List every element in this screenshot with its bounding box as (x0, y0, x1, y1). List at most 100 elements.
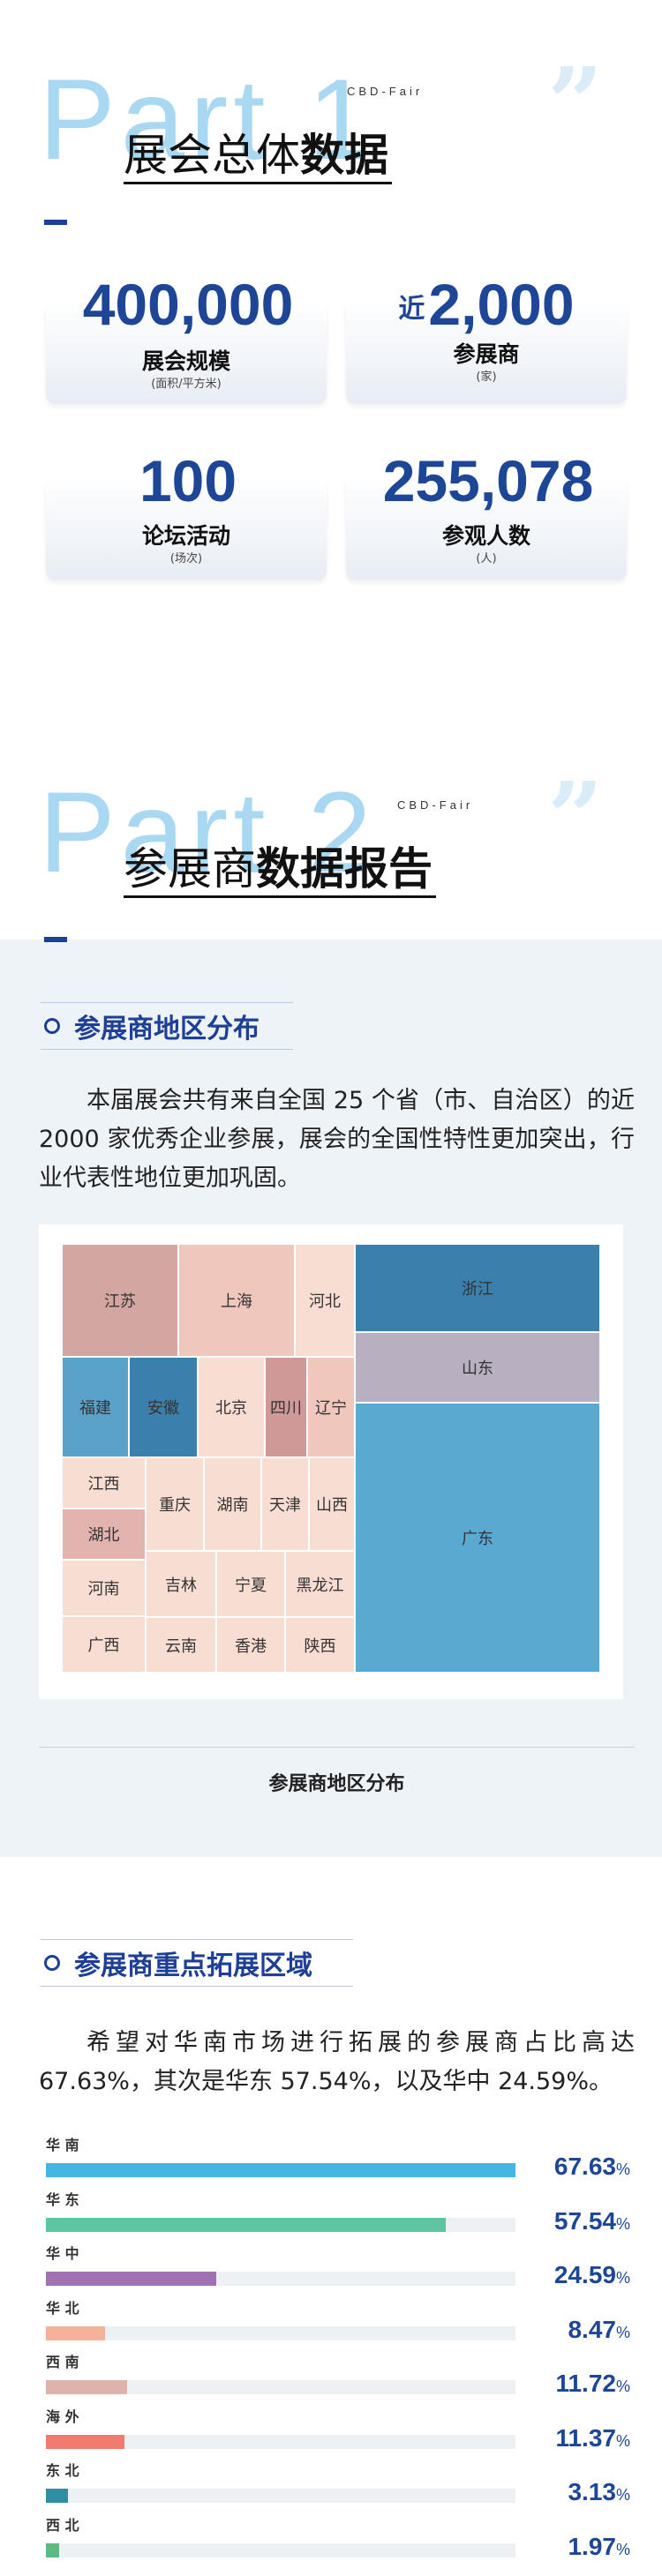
treemap-cell-17: 天津 (261, 1457, 309, 1551)
bar-label: 西 北 (46, 2516, 79, 2534)
bar-fill (46, 2163, 515, 2177)
stat-unit: (人) (476, 552, 497, 565)
stat-label: 展会规模 (141, 348, 230, 374)
treemap-cell-5: 福建 (62, 1357, 129, 1457)
circle-bullet-icon (44, 1955, 60, 1971)
part-2-watermark: Part 2 (39, 768, 377, 896)
bar-fill (46, 2272, 217, 2286)
stat-number: 400,000 (82, 272, 294, 337)
bar-value: 1.97% (568, 2532, 630, 2560)
section-title: 参展商地区分布 (74, 1014, 260, 1045)
stat-unit: (场次) (169, 552, 203, 565)
treemap-cell-4: 山东 (355, 1332, 600, 1403)
bar-row-2: 华 中 24.59% (44, 2242, 636, 2295)
treemap-cell-23: 香港 (216, 1617, 285, 1673)
part-1-title: 展会总体数据 (124, 130, 392, 184)
treemap-cell-10: 广东 (355, 1403, 600, 1673)
bar-row-0: 华 南 67.63% (44, 2133, 636, 2186)
treemap-cell-0: 江苏 (62, 1244, 178, 1357)
treemap-cell-12: 湖北 (62, 1509, 146, 1560)
stat-unit: (面积/平方米) (151, 378, 222, 391)
bar-track (46, 2380, 515, 2394)
bar-track (46, 2217, 515, 2232)
stat-card-forums: 100 论坛活动 (场次) (46, 452, 327, 580)
bar-row-6: 东 北 3.13% (44, 2459, 636, 2512)
bar-row-5: 海 外 11.37% (44, 2405, 636, 2458)
bar-track (46, 2434, 515, 2449)
stat-number: 255,078 (382, 448, 594, 513)
treemap-cell-15: 重庆 (146, 1457, 204, 1551)
bar-value: 11.37% (555, 2423, 630, 2452)
circle-bullet-icon (44, 1018, 60, 1034)
treemap-cell-14: 广西 (62, 1616, 146, 1673)
stat-label: 论坛活动 (141, 523, 230, 549)
bar-row-4: 西 南 11.72% (44, 2350, 636, 2403)
region-treemap: 江苏 上海 河北 浙江 山东 福建 安徽 北京 四川 辽宁 广东 江西 湖北 河南 广西 重庆 湖南 天津 山西 吉林… (39, 1224, 623, 1699)
divider (39, 1747, 635, 1748)
treemap-cell-2: 河北 (295, 1244, 355, 1357)
treemap-cell-8: 四川 (265, 1357, 307, 1457)
section-title: 参展商重点拓展区域 (74, 1951, 312, 1981)
bar-value: 8.47% (568, 2315, 630, 2343)
bar-value: 3.13% (568, 2478, 630, 2505)
bar-row-1: 华 东 57.54% (44, 2188, 636, 2241)
part-1-watermark: Part 1 (39, 55, 377, 183)
bar-label: 西 南 (46, 2354, 79, 2370)
bar-value: 57.54% (553, 2206, 630, 2235)
bar-fill (46, 2217, 446, 2232)
stat-label: 参展商 (453, 341, 520, 367)
cbd-fair-tag: CBD-Fair (397, 798, 474, 812)
treemap-cell-3: 浙江 (355, 1244, 600, 1332)
bar-label: 华 东 (46, 2190, 79, 2208)
bar-label: 海 外 (46, 2408, 79, 2425)
bar-track (46, 2542, 515, 2557)
treemap-cell-16: 湖南 (204, 1457, 261, 1551)
region-paragraph: 本届展会共有来自全国 25 个省（市、自治区）的近 2000 家优秀企业参展，展… (39, 1087, 635, 1192)
accent-dash (44, 937, 67, 942)
expansion-section-header: 参展商重点拓展区域 (41, 1939, 353, 1987)
bar-value: 11.72% (555, 2370, 630, 2397)
stat-number: 近2,000 (398, 272, 575, 337)
treemap-cell-21: 黑龙江 (285, 1551, 355, 1617)
treemap-cell-24: 陕西 (285, 1617, 355, 1673)
treemap-cell-11: 江西 (62, 1457, 146, 1509)
accent-dash (44, 220, 67, 225)
bar-track (46, 2489, 515, 2503)
stat-card-scale: 400,000 展会规模 (面积/平方米) (46, 275, 327, 404)
bar-label: 华 北 (46, 2299, 79, 2317)
bar-fill (46, 2434, 125, 2449)
treemap-cell-19: 吉林 (146, 1551, 216, 1617)
quote-mark-icon: ” (547, 46, 604, 160)
treemap-cell-20: 宁夏 (216, 1551, 285, 1617)
treemap-cell-18: 山西 (309, 1457, 355, 1551)
bar-fill (46, 2380, 128, 2394)
bar-label: 东 北 (46, 2462, 79, 2479)
cbd-fair-tag: CBD-Fair (347, 85, 424, 98)
bar-track (46, 2163, 515, 2177)
bar-value: 67.63% (553, 2153, 630, 2180)
stat-number: 100 (139, 448, 237, 513)
bar-value: 24.59% (553, 2261, 630, 2288)
bar-fill (46, 2542, 60, 2557)
bar-fill (46, 2489, 68, 2503)
bar-row-7: 西 北 1.97% (44, 2513, 636, 2566)
bar-label: 华 中 (46, 2245, 79, 2262)
treemap-cell-22: 云南 (146, 1617, 216, 1673)
region-section-header: 参展商地区分布 (41, 1002, 293, 1050)
bar-fill (46, 2325, 105, 2340)
stat-label: 参观人数 (441, 523, 530, 549)
treemap-cell-7: 北京 (198, 1357, 265, 1457)
stat-card-visitors: 255,078 参观人数 (人) (346, 452, 627, 580)
treemap-cell-13: 河南 (62, 1560, 146, 1616)
expansion-paragraph: 希望对华南市场进行拓展的参展商占比高达 67.63%，其次是华东 57.54%，… (39, 2029, 635, 2095)
bar-label: 华 南 (46, 2137, 79, 2153)
treemap-caption: 参展商地区分布 (268, 1773, 405, 1795)
treemap-cell-6: 安徽 (129, 1357, 198, 1457)
bar-track (46, 2272, 515, 2286)
treemap-cell-1: 上海 (178, 1244, 295, 1357)
stat-card-exhibitors: 近2,000 参展商 (家) (346, 275, 627, 404)
quote-mark-icon: ” (547, 760, 604, 874)
bar-row-3: 华 北 8.47% (44, 2296, 636, 2349)
stat-unit: (家) (476, 371, 497, 384)
part-2-title: 参展商数据报告 (124, 843, 436, 898)
